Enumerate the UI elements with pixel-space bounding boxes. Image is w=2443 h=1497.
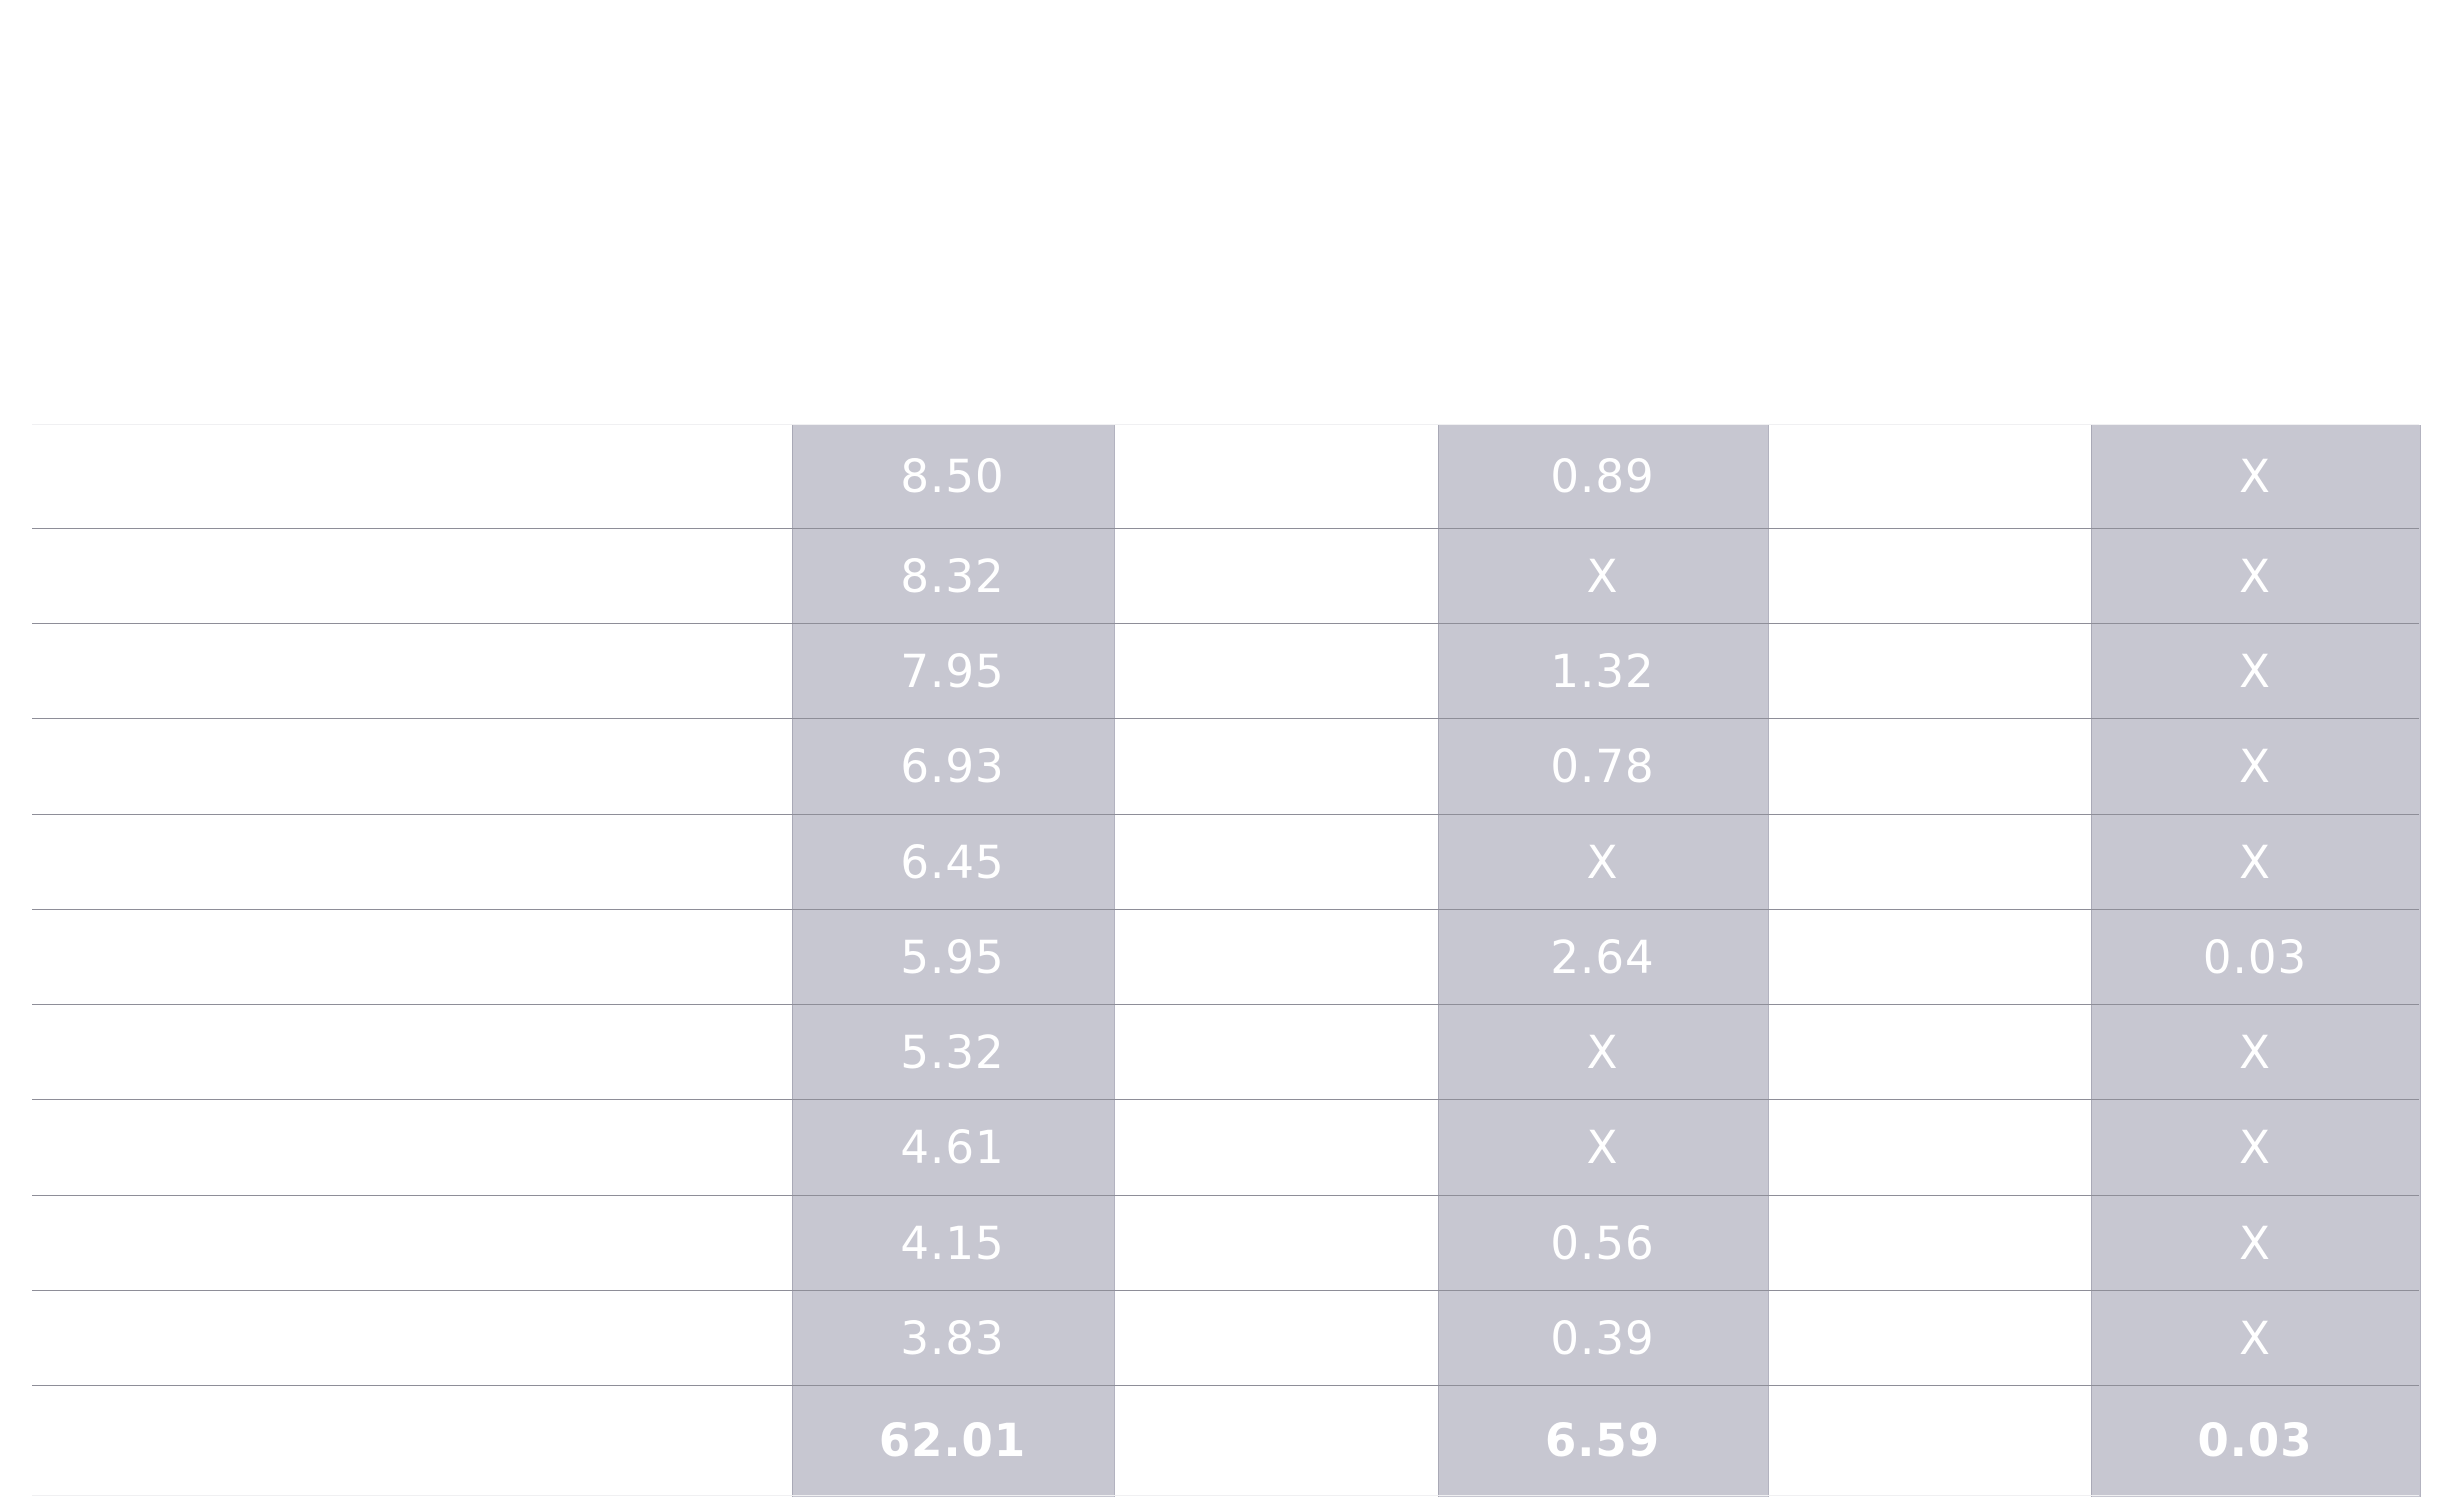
value-cell-col3: X — [2239, 1311, 2271, 1365]
value-cell-col1: 7.95 — [900, 644, 1005, 698]
value-cell-col3: X — [2239, 549, 2271, 603]
row-label-cell — [32, 910, 792, 1004]
value-cell-col2: X — [1586, 835, 1619, 889]
total-cell-col3: 0.03 — [2197, 1414, 2313, 1467]
value-cell-col2: 2.64 — [1550, 930, 1655, 984]
value-cell-col2: 0.39 — [1550, 1311, 1655, 1365]
value-cell-col2: 0.78 — [1550, 740, 1655, 793]
total-row: 62.01 6.59 0.03 — [32, 1386, 2419, 1496]
table-row: 8.32 X X — [32, 529, 2419, 624]
value-cell-col2: 0.89 — [1550, 450, 1655, 503]
value-cell-col2: X — [1586, 1025, 1619, 1079]
value-cell-col1: 5.95 — [900, 930, 1005, 984]
table-row: 4.61 X X — [32, 1100, 2419, 1196]
row-label-cell — [32, 719, 792, 814]
row-label-cell — [32, 624, 792, 718]
data-table: 8.50 0.89 X 8.32 X X 7.95 1.32 X 6.93 0.… — [32, 424, 2421, 1497]
table-row: 8.50 0.89 X — [32, 425, 2419, 529]
table-row: 3.83 0.39 X — [32, 1291, 2419, 1386]
value-cell-col3: X — [2239, 835, 2271, 889]
value-cell-col1: 6.45 — [900, 835, 1005, 889]
value-cell-col1: 8.50 — [900, 450, 1005, 503]
row-label-cell — [32, 529, 792, 623]
row-label-cell — [32, 1100, 792, 1195]
value-cell-col3: X — [2239, 1025, 2271, 1079]
row-label-cell — [32, 1291, 792, 1385]
shaded-column-1 — [792, 425, 1115, 1497]
value-cell-col3: X — [2239, 1216, 2271, 1270]
value-cell-col2: X — [1586, 549, 1619, 603]
row-label-cell — [32, 425, 792, 528]
table-row: 5.95 2.64 0.03 — [32, 910, 2419, 1005]
table-row: 4.15 0.56 X — [32, 1196, 2419, 1291]
table-row: 6.93 0.78 X — [32, 719, 2419, 815]
row-label-cell — [32, 1386, 792, 1495]
value-cell-col3: X — [2239, 740, 2271, 793]
table-rows: 8.50 0.89 X 8.32 X X 7.95 1.32 X 6.93 0.… — [32, 425, 2419, 1497]
total-cell-col2: 6.59 — [1544, 1414, 1661, 1467]
table-row: 5.32 X X — [32, 1005, 2419, 1100]
shaded-column-2 — [1438, 425, 1769, 1497]
value-cell-col3: X — [2239, 1121, 2271, 1174]
value-cell-col1: 4.61 — [900, 1121, 1005, 1174]
shaded-column-3 — [2091, 425, 2421, 1497]
value-cell-col1: 3.83 — [900, 1311, 1005, 1365]
value-cell-col1: 5.32 — [900, 1025, 1005, 1079]
value-cell-col1: 4.15 — [900, 1216, 1005, 1270]
value-cell-col3: 0.03 — [2202, 930, 2308, 984]
value-cell-col2: 1.32 — [1550, 644, 1655, 698]
table-row: 6.45 X X — [32, 815, 2419, 910]
row-label-cell — [32, 1005, 792, 1099]
value-cell-col1: 6.93 — [900, 740, 1005, 793]
total-cell-col1: 62.01 — [878, 1414, 1027, 1467]
value-cell-col2: 0.56 — [1550, 1216, 1655, 1270]
value-cell-col3: X — [2239, 450, 2271, 503]
value-cell-col3: X — [2239, 644, 2271, 698]
table-row: 7.95 1.32 X — [32, 624, 2419, 719]
value-cell-col1: 8.32 — [900, 549, 1005, 603]
row-label-cell — [32, 815, 792, 909]
value-cell-col2: X — [1586, 1121, 1619, 1174]
row-label-cell — [32, 1196, 792, 1290]
